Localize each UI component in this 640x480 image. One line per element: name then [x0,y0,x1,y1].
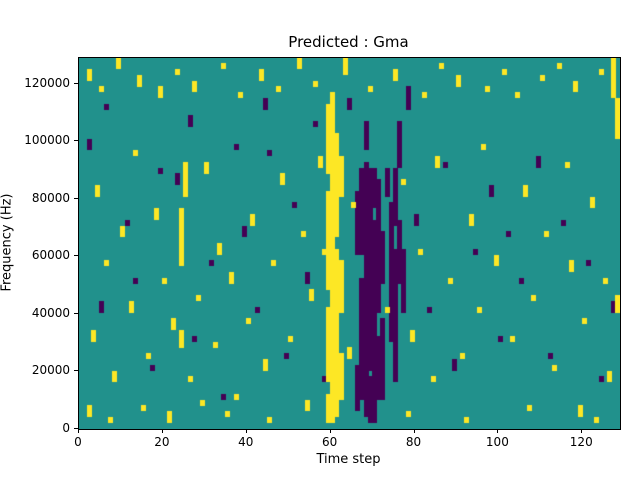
x-tick-mark [161,429,163,433]
x-tick-label: 60 [321,435,338,449]
y-tick-label: 100000 [24,133,70,148]
y-tick-mark [74,82,78,84]
chart-title: Predicted : Gma [288,33,409,51]
x-tick-mark [581,429,583,433]
y-tick-mark [74,370,78,372]
y-tick-label: 40000 [31,305,70,320]
y-tick-label: 120000 [24,75,70,90]
y-tick-label: 60000 [31,248,70,263]
x-tick-mark [78,429,79,433]
y-tick-label: 20000 [31,363,70,378]
x-axis-label: Time step [316,452,381,467]
y-tick-mark [74,312,78,314]
y-tick-label: 0 [62,421,70,435]
y-tick-mark [74,140,78,142]
x-tick-label: 80 [405,435,422,449]
x-tick-mark [245,429,247,433]
y-tick-mark [74,197,78,199]
y-tick-mark [74,428,78,429]
y-tick-label: 80000 [31,190,70,205]
plot-area [78,57,621,430]
x-tick-label: 120 [569,435,593,449]
x-tick-mark [497,429,499,433]
x-tick-label: 40 [238,435,254,449]
x-tick-label: 20 [154,435,170,449]
heatmap-canvas [79,58,620,429]
x-tick-label: 0 [74,435,82,449]
x-tick-mark [329,429,331,433]
x-tick-mark [413,429,415,433]
y-tick-mark [74,255,78,257]
x-tick-label: 100 [485,435,509,449]
